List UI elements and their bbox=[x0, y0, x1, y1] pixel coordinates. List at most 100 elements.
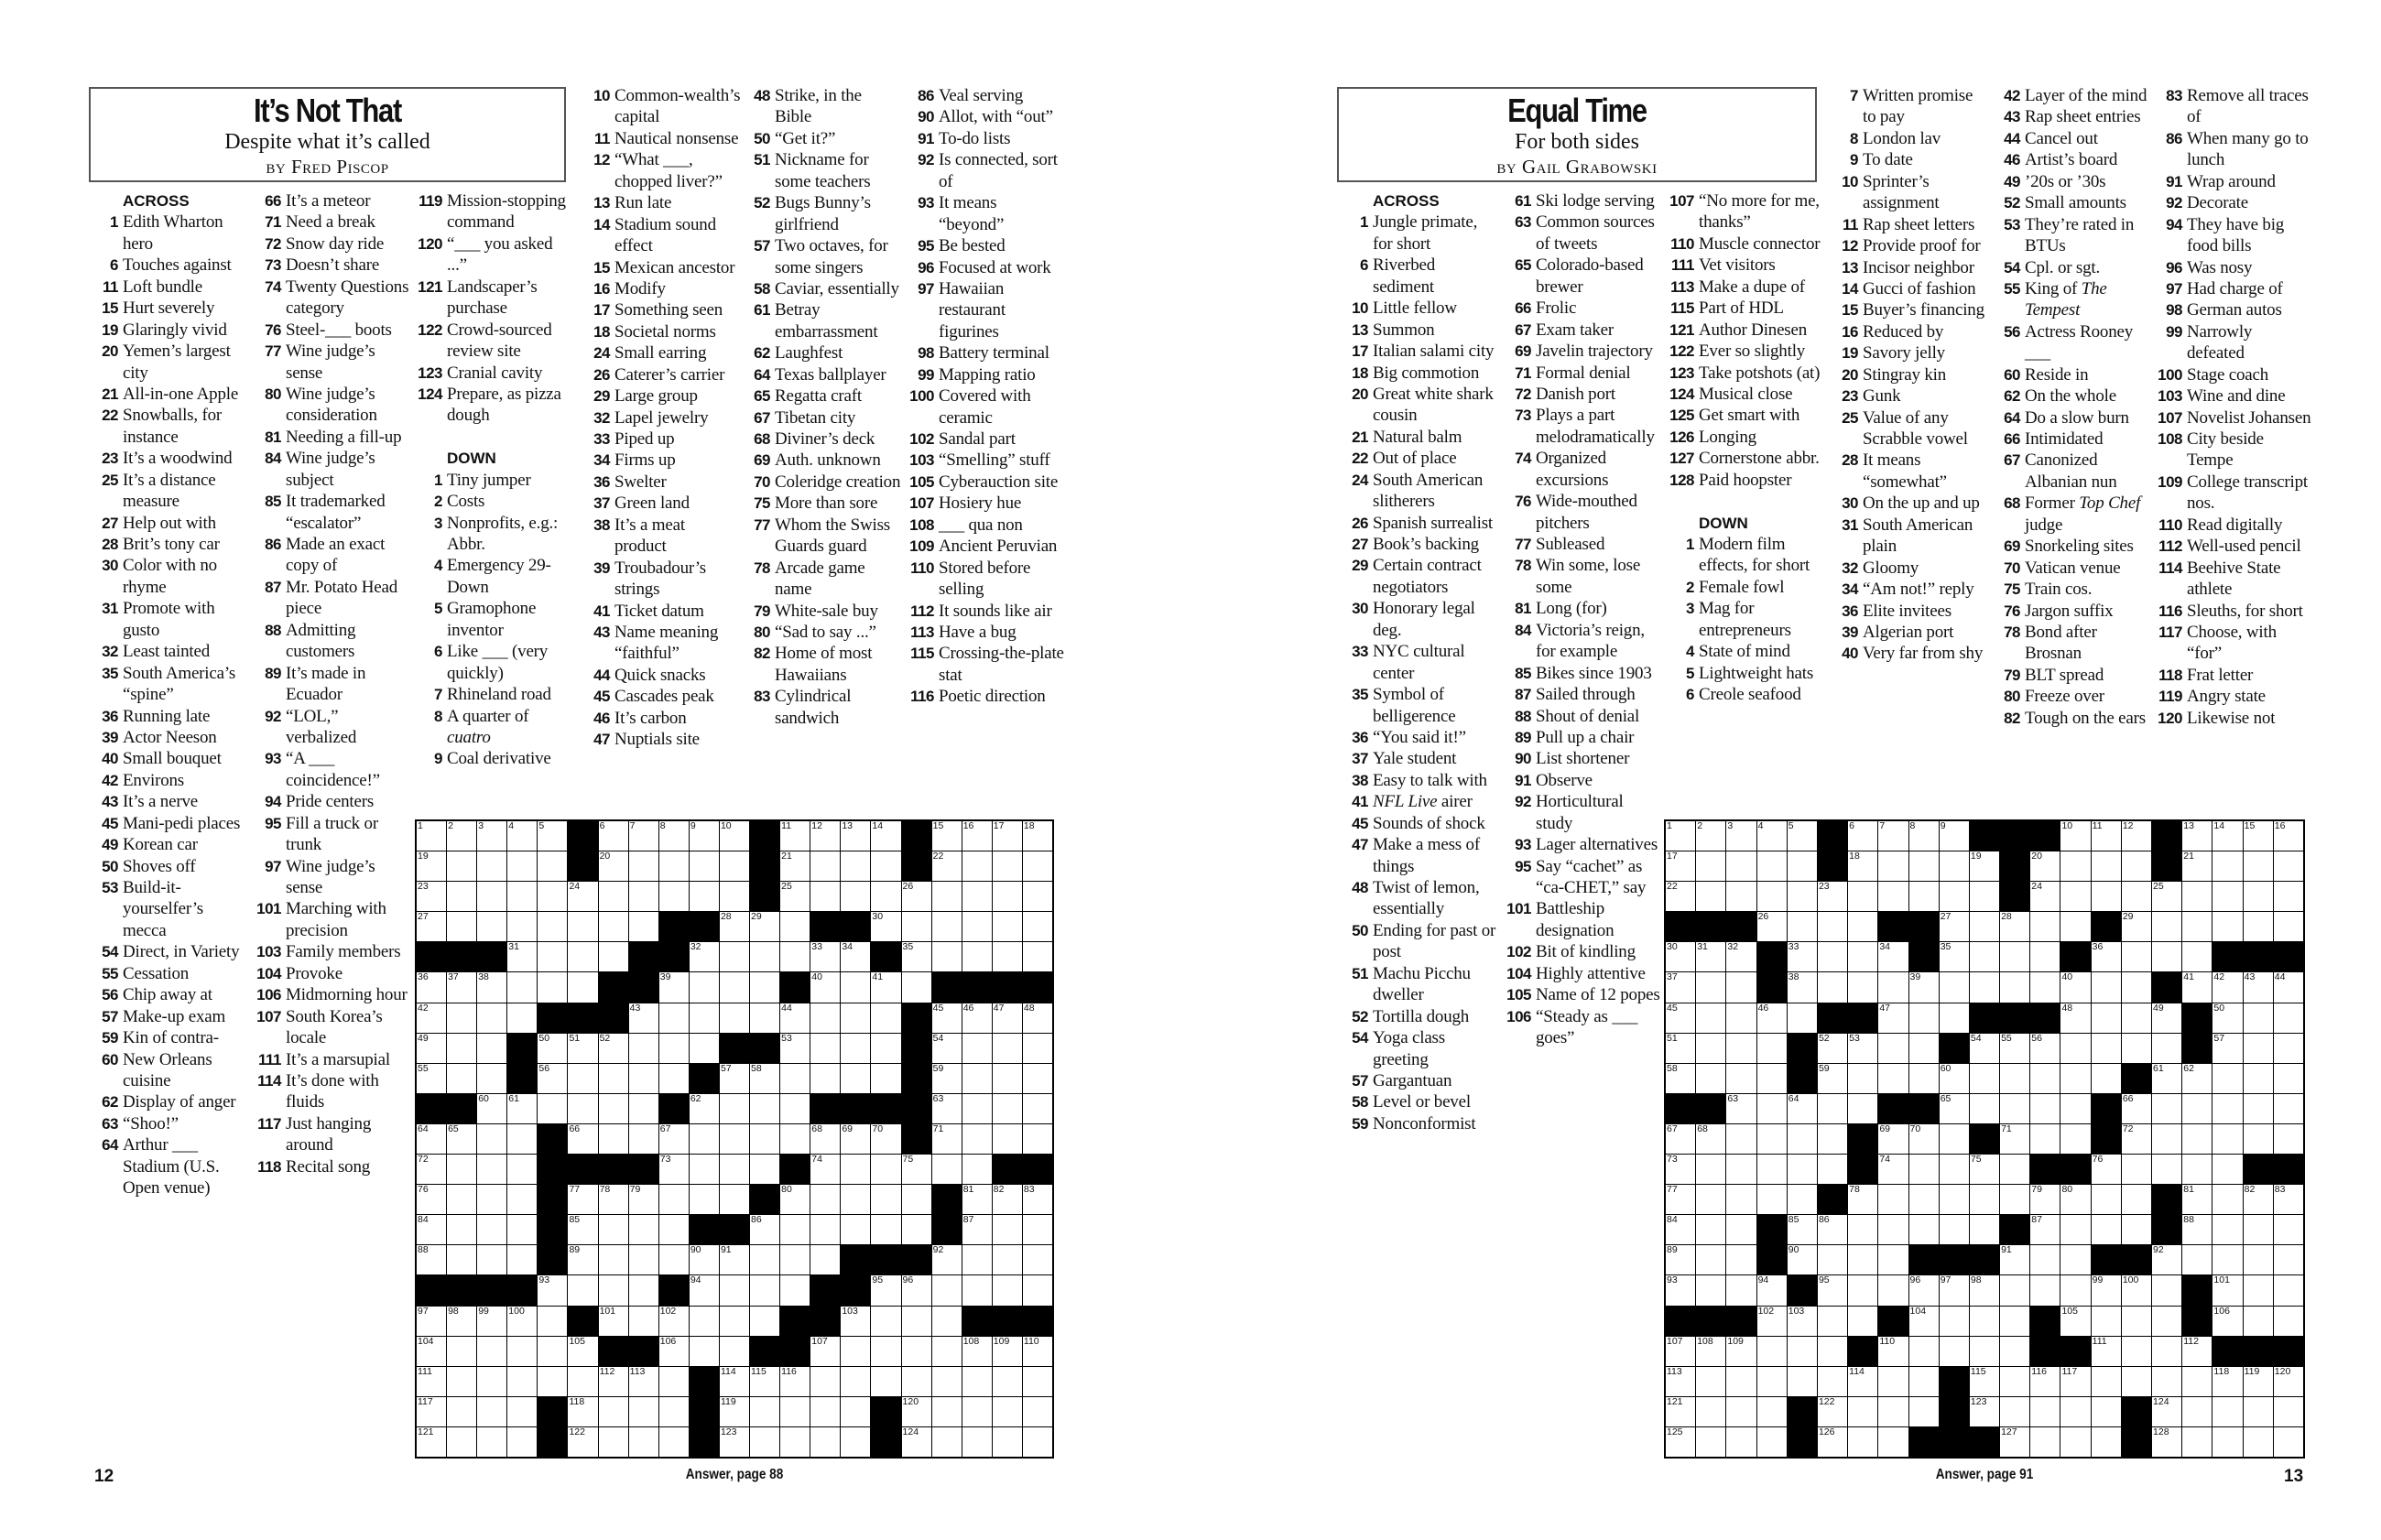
clue-item[interactable]: 3 Mag for entrepreneurs bbox=[1664, 598, 1821, 641]
grid-cell[interactable]: 17 bbox=[1666, 851, 1696, 882]
grid-cell[interactable]: 107 bbox=[810, 1336, 841, 1366]
grid-cell[interactable]: 40 bbox=[810, 972, 841, 1003]
grid-cell[interactable] bbox=[1848, 882, 1878, 912]
grid-cell[interactable] bbox=[2273, 1063, 2303, 1093]
grid-cell[interactable] bbox=[750, 1426, 780, 1457]
grid-cell[interactable] bbox=[1756, 851, 1787, 882]
grid-cell[interactable]: 13 bbox=[841, 821, 871, 851]
clue-item[interactable]: 45 Sounds of shock bbox=[1344, 813, 1502, 834]
grid-cell[interactable] bbox=[1726, 1123, 1756, 1155]
grid-cell[interactable] bbox=[1022, 912, 1052, 942]
grid-cell[interactable] bbox=[810, 1063, 841, 1093]
grid-cell[interactable]: 77 bbox=[568, 1185, 598, 1215]
grid-cell[interactable]: 48 bbox=[1022, 1003, 1052, 1033]
grid-cell[interactable]: 62 bbox=[2182, 1063, 2212, 1093]
clue-item[interactable]: 80 Freeze over bbox=[1996, 686, 2154, 707]
grid-cell[interactable] bbox=[962, 1426, 992, 1457]
clue-item[interactable]: 6 Creole seafood bbox=[1664, 684, 1821, 705]
clue-item[interactable]: 102 Sandal part bbox=[904, 428, 1061, 450]
grid-cell[interactable] bbox=[992, 1245, 1022, 1275]
grid-cell[interactable]: 68 bbox=[1696, 1123, 1726, 1155]
clue-item[interactable]: 84 Victoria’s reign, for example bbox=[1501, 620, 1658, 663]
grid-cell[interactable]: 64 bbox=[417, 1123, 447, 1155]
clue-item[interactable]: 39 Troubadour’s strings bbox=[586, 558, 744, 601]
clue-item[interactable]: 58 Level or bevel bbox=[1344, 1091, 1502, 1112]
grid-cell[interactable] bbox=[689, 1336, 719, 1366]
clue-item[interactable]: 111 Vet visitors bbox=[1664, 255, 1821, 276]
grid-cell[interactable] bbox=[1908, 882, 1939, 912]
grid-cell[interactable]: 72 bbox=[2121, 1123, 2152, 1155]
grid-cell[interactable]: 87 bbox=[962, 1215, 992, 1245]
grid-cell[interactable] bbox=[2000, 1063, 2030, 1093]
grid-cell[interactable] bbox=[2182, 1396, 2212, 1426]
grid-cell[interactable] bbox=[962, 1093, 992, 1123]
clue-item[interactable]: 107 South Korea’s locale bbox=[251, 1006, 408, 1049]
clue-item[interactable]: 39 Actor Neeson bbox=[94, 727, 252, 748]
clue-item[interactable]: 47 Make a mess of things bbox=[1344, 834, 1502, 877]
clue-item[interactable]: 11 Loft bundle bbox=[94, 277, 252, 298]
clue-item[interactable]: 6 Like ___ (very quickly) bbox=[412, 641, 570, 684]
clue-item[interactable]: 60 Reside in bbox=[1996, 364, 2154, 385]
grid-cell[interactable]: 90 bbox=[689, 1245, 719, 1275]
grid-cell[interactable] bbox=[992, 1033, 1022, 1063]
grid-cell[interactable] bbox=[2121, 1306, 2152, 1336]
grid-cell[interactable] bbox=[2212, 851, 2243, 882]
grid-cell[interactable] bbox=[2212, 1063, 2243, 1093]
grid-cell[interactable]: 10 bbox=[2060, 821, 2091, 851]
grid-cell[interactable] bbox=[2000, 1155, 2030, 1185]
grid-cell[interactable] bbox=[962, 1245, 992, 1275]
grid-cell[interactable] bbox=[507, 1003, 538, 1033]
grid-cell[interactable] bbox=[780, 1093, 810, 1123]
grid-cell[interactable] bbox=[1817, 912, 1848, 942]
grid-cell[interactable] bbox=[931, 1396, 962, 1426]
grid-cell[interactable] bbox=[871, 1336, 901, 1366]
grid-cell[interactable] bbox=[2030, 1093, 2060, 1123]
grid-cell[interactable] bbox=[507, 912, 538, 942]
grid-cell[interactable]: 41 bbox=[2182, 972, 2212, 1003]
grid-cell[interactable]: 100 bbox=[507, 1306, 538, 1336]
clue-item[interactable]: 53 Build-it-yourselfer’s mecca bbox=[94, 877, 252, 941]
clue-item[interactable]: 81 Needing a fill-up bbox=[251, 427, 408, 448]
clue-item[interactable]: 5 Gramophone inventor bbox=[412, 598, 570, 641]
grid-cell[interactable]: 45 bbox=[1666, 1003, 1696, 1033]
grid-cell[interactable] bbox=[2030, 1396, 2060, 1426]
grid-cell[interactable]: 54 bbox=[931, 1033, 962, 1063]
clue-item[interactable]: 76 Jargon suffix bbox=[1996, 601, 2154, 622]
grid-cell[interactable] bbox=[507, 1155, 538, 1185]
grid-cell[interactable] bbox=[719, 972, 750, 1003]
clue-item[interactable]: 53 They’re rated in BTUs bbox=[1996, 214, 2154, 257]
clue-item[interactable]: 9 Coal derivative bbox=[412, 748, 570, 769]
grid-cell[interactable] bbox=[1878, 851, 1908, 882]
grid-cell[interactable] bbox=[1696, 1275, 1726, 1306]
grid-cell[interactable]: 2 bbox=[447, 821, 477, 851]
clue-item[interactable]: 113 Have a bug bbox=[904, 622, 1061, 643]
clue-item[interactable]: 46 It’s carbon bbox=[586, 708, 744, 729]
grid-cell[interactable] bbox=[689, 1123, 719, 1155]
grid-cell[interactable] bbox=[1022, 1033, 1052, 1063]
grid-cell[interactable]: 87 bbox=[2030, 1215, 2060, 1245]
grid-cell[interactable] bbox=[1969, 972, 2000, 1003]
grid-cell[interactable] bbox=[2121, 1215, 2152, 1245]
grid-cell[interactable]: 83 bbox=[1022, 1185, 1052, 1215]
grid-cell[interactable] bbox=[1848, 1093, 1878, 1123]
grid-cell[interactable] bbox=[2152, 1033, 2182, 1063]
grid-cell[interactable]: 19 bbox=[1969, 851, 2000, 882]
grid-cell[interactable] bbox=[750, 1306, 780, 1336]
clue-item[interactable]: 57 Make-up exam bbox=[94, 1006, 252, 1027]
clue-item[interactable]: 62 On the whole bbox=[1996, 385, 2154, 407]
grid-cell[interactable] bbox=[1969, 942, 2000, 972]
clue-item[interactable]: 12 “What ___, chopped liver?” bbox=[586, 149, 744, 192]
grid-cell[interactable]: 31 bbox=[507, 942, 538, 972]
grid-cell[interactable]: 99 bbox=[2091, 1275, 2121, 1306]
grid-cell[interactable] bbox=[1908, 1215, 1939, 1245]
grid-cell[interactable] bbox=[1696, 1155, 1726, 1185]
grid-cell[interactable] bbox=[628, 1275, 658, 1306]
grid-cell[interactable] bbox=[1817, 1306, 1848, 1336]
grid-cell[interactable] bbox=[2030, 1275, 2060, 1306]
clue-item[interactable]: 1 Modern film effects, for short bbox=[1664, 534, 1821, 577]
grid-cell[interactable] bbox=[2091, 1215, 2121, 1245]
grid-cell[interactable] bbox=[2212, 912, 2243, 942]
grid-cell[interactable] bbox=[780, 1123, 810, 1155]
grid-cell[interactable]: 98 bbox=[447, 1306, 477, 1336]
clue-item[interactable]: 96 Focused at work bbox=[904, 257, 1061, 278]
